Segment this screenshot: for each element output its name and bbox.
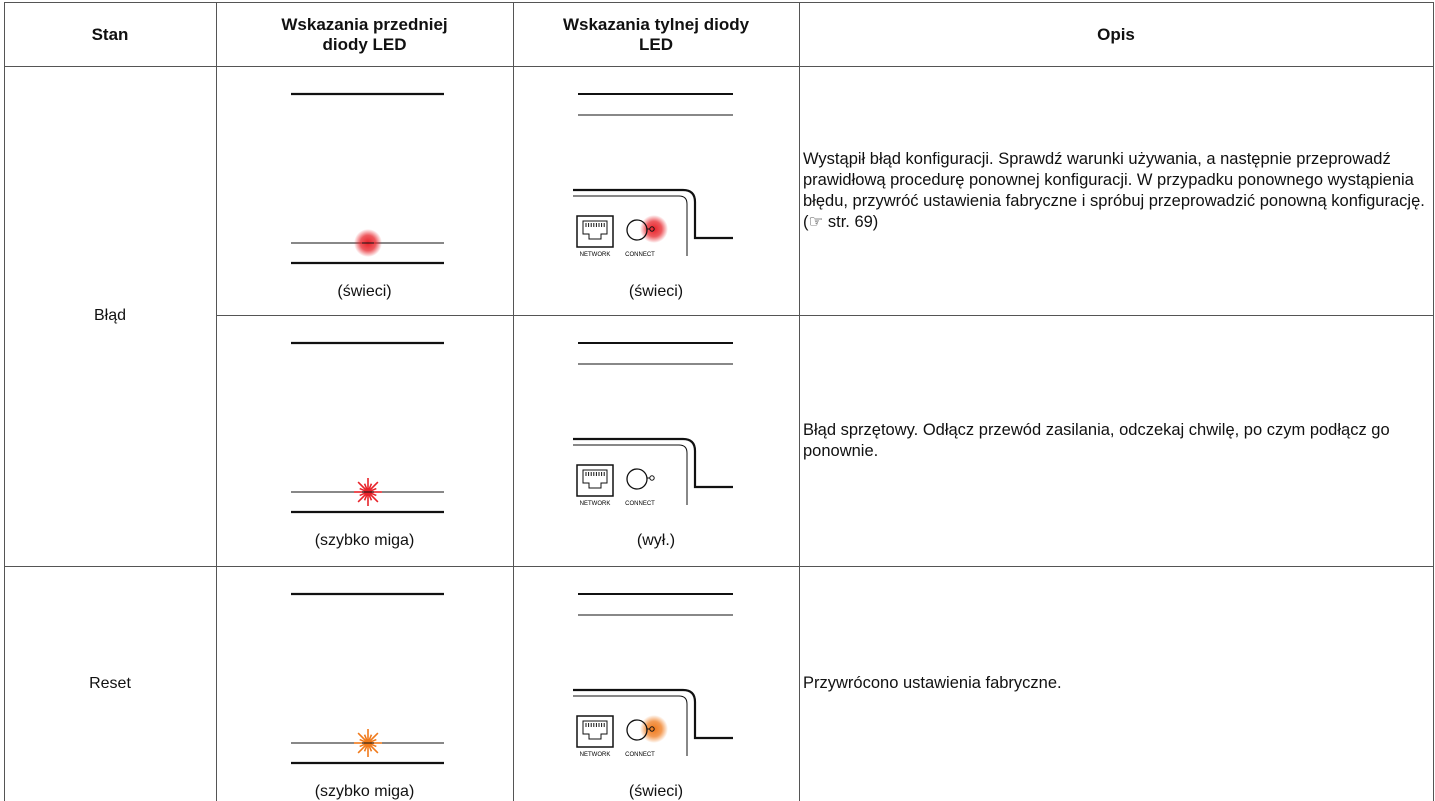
border [216, 315, 1434, 316]
jack-port [582, 469, 608, 489]
description-cell: Przywrócono ustawienia fabryczne. [800, 566, 1433, 801]
front-led-cell: (świeci) [216, 66, 513, 315]
device-face [573, 195, 688, 256]
front-caption: (świeci) [337, 283, 392, 300]
border [216, 2, 217, 801]
description: Błąd sprzętowy. Odłącz przewód zasilania… [803, 420, 1390, 460]
network-label: NETWORK [580, 501, 611, 507]
border [799, 2, 800, 801]
connect-button [626, 719, 648, 741]
rear-led-illustration: NETWORK CONNECT [573, 593, 733, 758]
border [513, 2, 514, 801]
description-cell: Błąd sprzętowy. Odłącz przewód zasilania… [800, 315, 1433, 566]
rear-led-illustration: NETWORK CONNECT [573, 342, 733, 507]
jack-port [582, 720, 608, 740]
front-led-cell: (szybko miga) [216, 566, 513, 801]
border [4, 566, 1434, 567]
jack-port [582, 220, 608, 240]
rear-led-cell: NETWORK CONNECT (świeci) [513, 66, 799, 315]
front-led-illustration [291, 341, 444, 514]
border [4, 2, 5, 801]
border [1433, 2, 1434, 801]
description-cell: Wystąpił błąd konfiguracji. Sprawdź waru… [800, 66, 1433, 315]
rear-led-cell: NETWORK CONNECT (świeci) [513, 566, 799, 801]
rear-caption: (świeci) [628, 283, 684, 300]
front-led-cell: (szybko miga) [216, 315, 513, 566]
header-cell: Opis [1097, 24, 1135, 44]
network-label: NETWORK [580, 252, 611, 258]
device-body [573, 688, 733, 740]
description: Wystąpił błąd konfiguracji. Sprawdź waru… [803, 149, 1425, 210]
device-face [573, 695, 688, 756]
device-face [573, 444, 688, 505]
device-body [573, 188, 733, 240]
front-caption: (szybko miga) [314, 532, 415, 549]
rear-caption: (świeci) [628, 783, 684, 800]
front-caption: (szybko miga) [314, 783, 415, 800]
border [4, 66, 1434, 67]
front-led-illustration [291, 92, 444, 265]
header-cell: Stan [91, 24, 129, 44]
device-body [573, 437, 733, 489]
network-label: NETWORK [580, 752, 611, 758]
connect-button [626, 468, 648, 490]
page-reference: (☞ str. 69) [803, 212, 879, 231]
state-cell: Błąd [93, 307, 127, 324]
connect-label: CONNECT [625, 252, 655, 258]
connect-label: CONNECT [625, 752, 655, 758]
header-cell: Wskazania przedniej diody LED [281, 14, 448, 54]
header-cell: Wskazania tylnej diody LED [562, 14, 750, 54]
state-cell: Reset [89, 674, 131, 692]
connect-button [626, 219, 648, 241]
connect-label: CONNECT [625, 501, 655, 507]
border [4, 2, 1434, 3]
rear-led-illustration: NETWORK CONNECT [573, 93, 733, 258]
description: Przywrócono ustawienia fabryczne. [803, 674, 1062, 692]
rear-caption: (wył.) [636, 532, 676, 549]
rear-led-cell: NETWORK CONNECT (wył.) [513, 315, 799, 566]
led-hole [649, 475, 655, 481]
front-led-illustration [291, 592, 444, 765]
